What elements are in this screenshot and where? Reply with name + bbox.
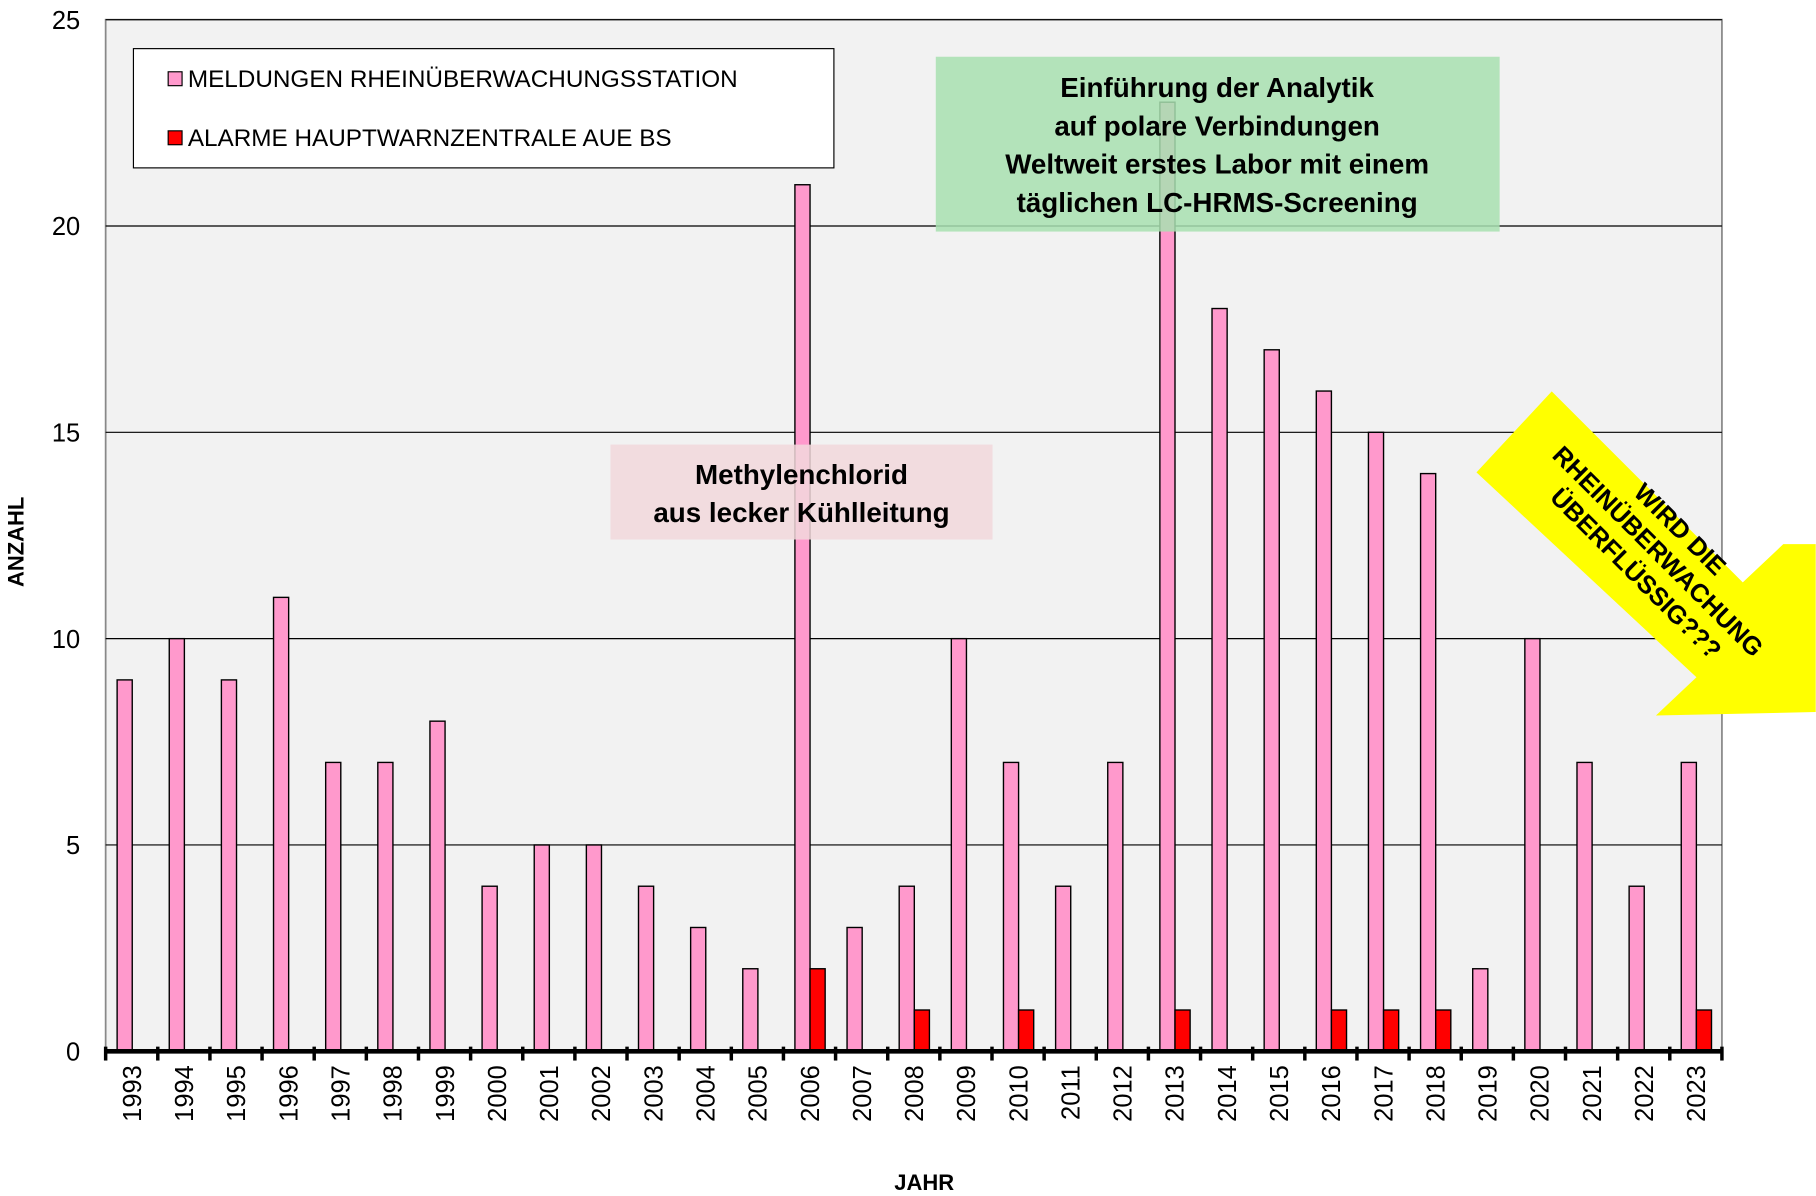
x-tick-label: 2010 (1005, 1065, 1033, 1122)
arrow-shape (1476, 391, 1816, 716)
bar (1628, 885, 1645, 1052)
bar (1054, 885, 1072, 1052)
bar (1107, 761, 1124, 1052)
bar (1315, 390, 1333, 1052)
x-axis-label: JAHR (894, 1170, 954, 1195)
bar (533, 844, 551, 1052)
bar (742, 968, 759, 1052)
bars (116, 101, 1713, 1052)
bar (1159, 101, 1176, 1052)
x-tick-label: 2008 (901, 1065, 929, 1122)
y-tick-label: 10 (52, 626, 80, 654)
annotation-text: Weltweit erstes Labor mit einem (1005, 149, 1429, 180)
bar (1382, 1009, 1400, 1052)
axis: 0 5 10 15 20 25 1993 1994 1995 1996 1997 1998 1999 20… (52, 7, 1724, 1122)
bar (272, 596, 290, 1052)
bar (116, 679, 133, 1052)
x-tick-label: 1994 (171, 1065, 199, 1122)
y-axis-label: ANZAHL (3, 497, 28, 587)
y-tick-label: 0 (66, 1039, 80, 1067)
x-tick-label: 1996 (275, 1065, 303, 1122)
x-tick-label: 2011 (1057, 1065, 1085, 1120)
x-tick-label: 2001 (536, 1065, 564, 1122)
annotation-text: aus lecker Kühlleitung (653, 497, 949, 528)
annotation-box (610, 444, 993, 540)
bar (585, 844, 603, 1052)
x-tick-label: 2007 (849, 1065, 877, 1122)
annotation-text: Einführung der Analytik (1060, 72, 1374, 103)
bar (637, 885, 655, 1052)
bar (1419, 472, 1437, 1052)
annotation-text: auf polare Verbindungen (1054, 110, 1380, 141)
bar (481, 885, 498, 1052)
bar (1434, 1009, 1452, 1052)
bar (1263, 349, 1280, 1052)
legend-swatch (167, 71, 183, 87)
x-tick-label: 2020 (1527, 1065, 1555, 1122)
x-tick-label: 2013 (1162, 1065, 1190, 1122)
x-tick-label: 1995 (223, 1065, 251, 1122)
x-tick-label: 1993 (119, 1065, 147, 1122)
bar (846, 926, 863, 1052)
y-tick-label: 25 (52, 7, 80, 35)
x-tick-label: 2023 (1683, 1065, 1711, 1122)
bar (1330, 1009, 1348, 1052)
x-tick-label: 2022 (1631, 1065, 1659, 1122)
x-tick-label: 1999 (432, 1065, 460, 1122)
x-tick-label: 2017 (1370, 1065, 1398, 1122)
bar (794, 184, 811, 1052)
bar (220, 679, 238, 1052)
x-tick-label: 1997 (328, 1065, 356, 1122)
bar (1211, 307, 1228, 1052)
bar (898, 885, 916, 1052)
x-tick-label: 2018 (1422, 1065, 1450, 1122)
legend-label: ALARME HAUPTWARNZENTRALE AUE BS (188, 125, 672, 152)
bar (1174, 1009, 1191, 1052)
legend-box (132, 48, 835, 169)
bar (1367, 431, 1385, 1052)
bar (1576, 761, 1593, 1052)
bar (809, 968, 826, 1052)
bar (429, 720, 446, 1052)
y-tick-label: 15 (52, 420, 80, 448)
bar (913, 1009, 931, 1052)
annotation-text: Methylenchlorid (695, 459, 908, 490)
x-tick-label: 2019 (1475, 1065, 1503, 1122)
y-tick-label: 20 (52, 213, 80, 241)
annotation-text: täglichen LC-HRMS-Screening (1017, 187, 1418, 218)
x-tick-label: 2015 (1266, 1065, 1294, 1122)
x-tick-label: 2006 (797, 1065, 825, 1122)
x-tick-label: 2014 (1214, 1065, 1242, 1122)
bar (1680, 761, 1698, 1052)
x-tick-label: 2012 (1110, 1065, 1138, 1122)
x-tick-label: 2004 (692, 1065, 720, 1122)
bar (377, 761, 394, 1052)
bar (168, 637, 186, 1052)
bar (1017, 1009, 1035, 1052)
annotation-box (935, 56, 1500, 232)
y-tick-label: 5 (66, 832, 80, 860)
x-tick-label: 2000 (484, 1065, 512, 1122)
bar (1695, 1009, 1713, 1052)
bar (324, 761, 342, 1052)
x-tick-label: 2021 (1579, 1065, 1607, 1122)
bar (1472, 968, 1489, 1052)
legend-swatch (167, 130, 183, 146)
legend-label: MELDUNGEN RHEINÜBERWACHUNGSSTATION (188, 66, 738, 93)
x-tick-label: 2016 (1318, 1065, 1346, 1122)
bar (689, 926, 707, 1052)
bar (1002, 761, 1020, 1052)
bar (1524, 637, 1541, 1052)
x-tick-label: 1998 (380, 1065, 408, 1122)
x-tick-label: 2005 (745, 1065, 773, 1122)
bar (950, 637, 968, 1052)
x-tick-label: 2009 (953, 1065, 981, 1122)
x-tick-label: 2003 (640, 1065, 668, 1122)
x-tick-label: 2002 (588, 1065, 616, 1122)
